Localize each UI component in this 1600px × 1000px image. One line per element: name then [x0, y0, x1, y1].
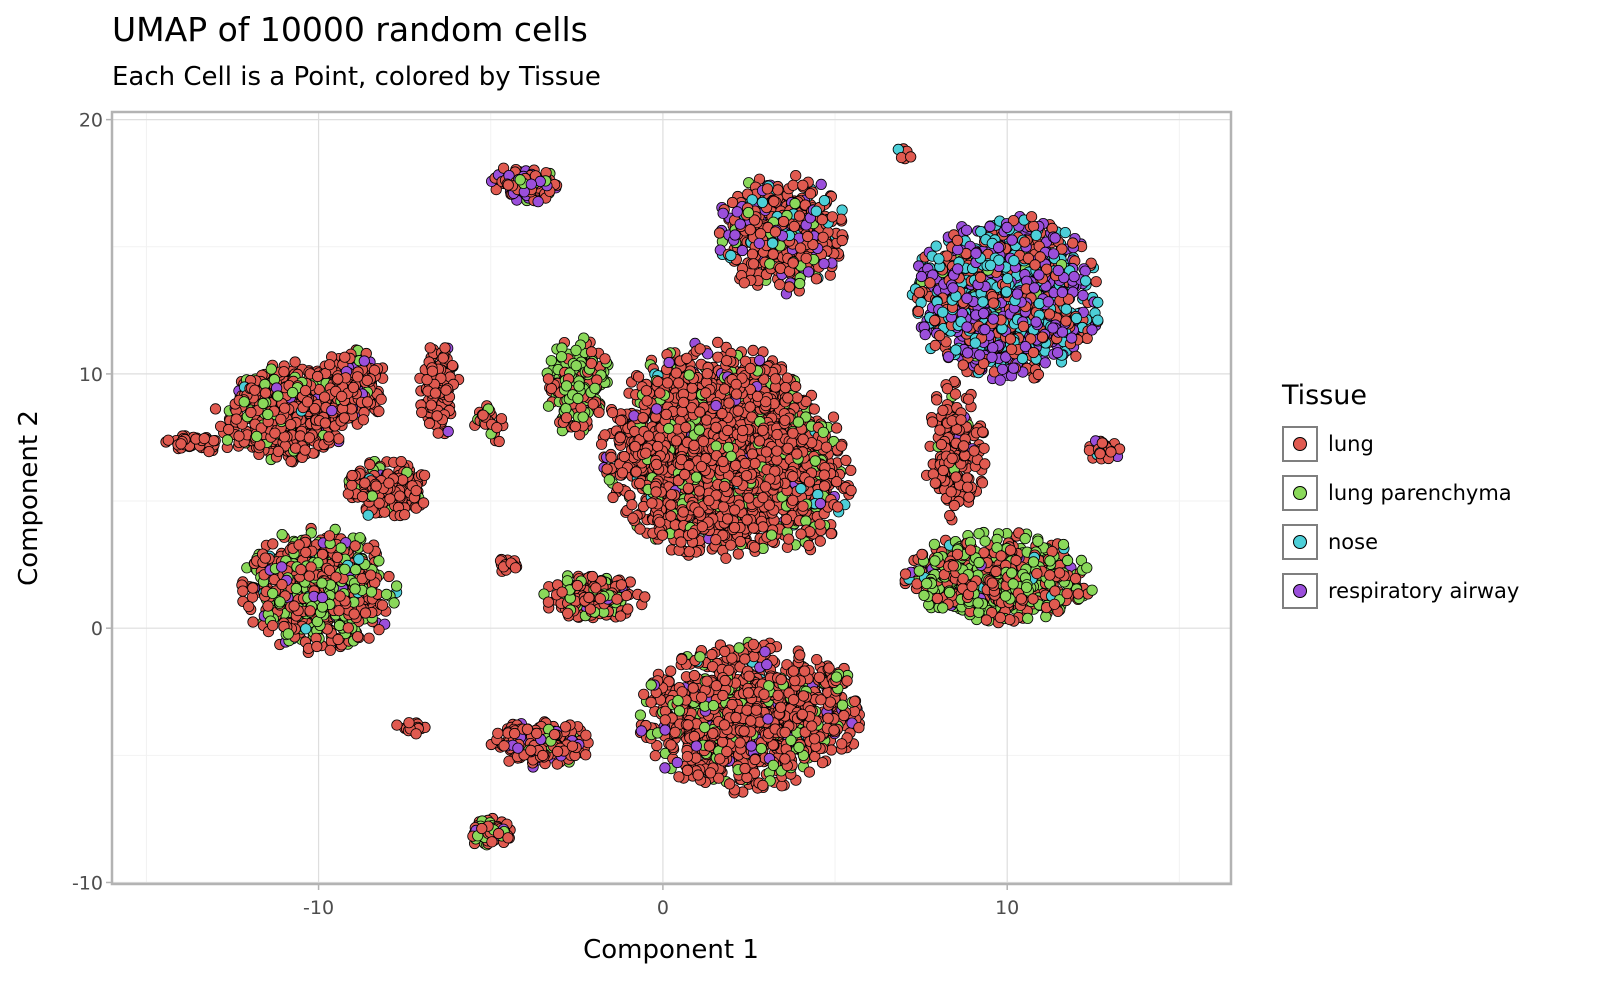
point-lung: [790, 170, 802, 182]
point-lung: [825, 744, 838, 756]
point-lung-parenchyma: [276, 528, 288, 541]
point-lung: [665, 665, 677, 677]
chart-title: UMAP of 10000 random cells: [112, 10, 588, 49]
point-lung: [493, 435, 505, 448]
point-respiratory-airway: [1077, 289, 1089, 301]
point-lung: [776, 780, 788, 792]
chart-subtitle: Each Cell is a Point, colored by Tissue: [112, 62, 601, 92]
points-layer: [160, 143, 1126, 851]
point-lung-parenchyma: [545, 355, 557, 367]
point-respiratory-airway: [815, 178, 827, 190]
point-respiratory-airway: [960, 224, 973, 236]
point-lung: [383, 570, 395, 583]
point-lung-parenchyma: [221, 434, 233, 446]
point-lung: [835, 440, 848, 452]
point-lung: [803, 766, 816, 778]
point-lung: [363, 632, 375, 644]
point-lung: [783, 281, 795, 293]
point-lung: [713, 227, 726, 239]
point-lung-parenchyma: [1019, 532, 1031, 545]
point-lung: [931, 394, 943, 406]
point-lung: [391, 719, 403, 731]
point-lung: [845, 464, 857, 476]
